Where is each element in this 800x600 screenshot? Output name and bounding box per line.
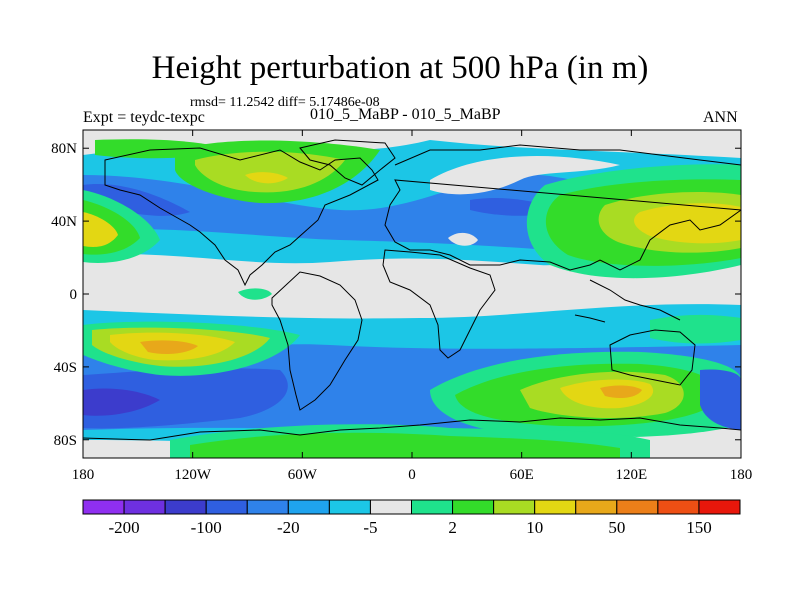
contour-yellow-na [245,172,288,184]
colorbar-label: 10 [526,518,543,537]
right-subtitle: ANN [703,109,738,126]
colorbar-swatch [246,499,289,515]
coastline-antarctica [83,417,741,441]
center-subtitle: 010_5_MaBP - 010_5_MaBP [310,106,501,123]
colorbar-swatch [452,499,495,515]
figure-title: Height perturbation at 500 hPa (in m) [151,50,649,86]
colorbar-label: -100 [191,518,222,537]
contour-white-band-asia [430,155,620,195]
contour-blue-east-edge [700,369,741,430]
x-tick-label: 180 [730,467,753,483]
coastline-australia [609,329,696,386]
coastline-north-america [104,147,379,287]
y-axis-ticks: 80N 40N 0 40S 80S [51,141,741,449]
contour-darkblue-south [83,368,288,429]
x-tick-label: 60E [510,467,534,483]
x-tick-label: 120E [615,467,647,483]
stats-text: rmsd= 11.2542 diff= 5.17486e-08 [190,95,380,110]
x-axis-ticks: 180 120W 60W 0 60E 120E 180 [72,130,753,483]
y-tick-label: 40S [54,360,77,376]
coastline-africa [382,249,496,359]
contour-teal-east-edge [650,314,741,344]
colorbar-swatch [411,499,454,515]
colorbar-swatch [123,499,166,515]
contour-orange-sh-west [140,340,198,354]
colorbar-swatch [369,499,412,515]
colorbar-label: 50 [608,518,625,537]
coastline-eurasia [384,144,741,271]
contour-lightgreen-tropics [238,288,272,300]
contour-yellow-asia [634,203,741,244]
coastline-greenland [299,139,396,186]
colorbar-label: -200 [108,518,139,537]
colorbar-swatch [534,499,577,515]
x-tick-label: 180 [72,467,95,483]
contour-yellowgreen-na [195,151,345,193]
contour-green2-antarctic [190,432,620,458]
colorbar: -200 -100 -20 -5 2 10 50 150 [82,499,741,537]
x-tick-label: 0 [408,467,416,483]
colorbar-label: 150 [686,518,712,537]
colorbar-swatch [657,499,700,515]
contour-yellow-west-edge [83,212,118,247]
colorbar-swatch [493,499,536,515]
x-tick-label: 120W [174,467,212,483]
x-tick-label: 60W [288,467,318,483]
colorbar-swatch [287,499,330,515]
contour-gray-lake [448,232,478,246]
colorbar-swatch [164,499,207,515]
contour-darkerblue-south [83,388,160,416]
colorbar-label: 2 [448,518,457,537]
contour-orange-sh-east [600,385,642,398]
colorbar-swatch [616,499,659,515]
coastline-south-america [271,271,363,411]
left-subtitle: Expt = teydc-texpc [83,109,205,126]
colorbar-label: -5 [363,518,377,537]
contour-field [83,130,741,458]
y-tick-label: 0 [70,287,78,303]
colorbar-label: -20 [277,518,300,537]
colorbar-swatch [205,499,248,515]
colorbar-swatch [698,499,741,515]
y-tick-label: 80S [54,433,77,449]
colorbar-swatch [82,499,125,515]
y-tick-label: 40N [51,214,77,230]
colorbar-swatch [328,499,371,515]
contour-green-arctic [95,139,230,159]
y-tick-label: 80N [51,141,77,157]
coastline-se-asia [574,279,681,323]
colorbar-swatch [575,499,618,515]
coastlines [83,139,741,441]
